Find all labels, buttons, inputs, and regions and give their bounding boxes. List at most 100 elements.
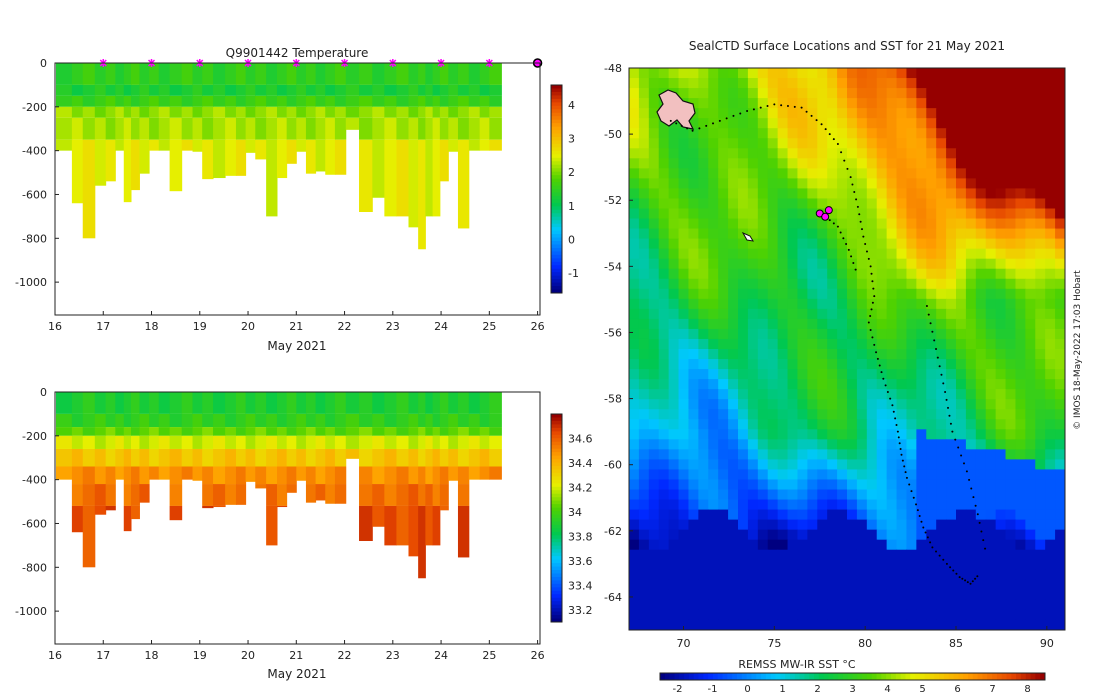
sst-cell (916, 409, 927, 420)
salinity-cell (123, 505, 132, 532)
sst-cell (728, 509, 739, 521)
sst-cell (747, 429, 759, 440)
sst-cell (668, 519, 680, 531)
sst-cell (837, 118, 848, 129)
sst-cell (638, 128, 650, 139)
sst-cell (837, 519, 848, 531)
sst-cell (777, 429, 789, 440)
sst-cell (1025, 328, 1036, 340)
sst-cell (995, 258, 1007, 270)
sst-cell (1005, 389, 1017, 400)
salinity-cell (315, 448, 326, 467)
temperature-colorbar-segment (551, 247, 562, 252)
sst-cell (629, 338, 640, 350)
sst-cell (886, 429, 898, 440)
sst-cell (896, 258, 908, 270)
sst-cell (738, 399, 749, 410)
sst-cell (847, 449, 858, 460)
sst-cell (629, 349, 640, 360)
sst-cell (718, 469, 729, 481)
sst-cell (718, 118, 729, 129)
sst-cell (807, 399, 818, 410)
temperature-cell (432, 106, 441, 118)
sst-cell (648, 589, 660, 601)
sst-cell (1045, 389, 1056, 400)
sst-cell (906, 338, 917, 350)
sst-cell (866, 68, 878, 79)
sst-cell (1005, 148, 1017, 159)
sst-cell (678, 519, 690, 531)
salinity-cell (384, 448, 397, 467)
sst-cell (856, 359, 868, 370)
sst-cell (876, 399, 888, 410)
sst-cell (956, 278, 967, 290)
sst-cell (837, 268, 848, 280)
sst-cell (876, 98, 888, 109)
sst-cell (886, 248, 898, 260)
sst-cell (1025, 258, 1036, 270)
sst-cell (757, 489, 769, 501)
temperature-colorbar-segment (551, 175, 562, 180)
salinity-cell (225, 484, 237, 505)
sst-cell (817, 509, 828, 521)
sst-cell (946, 499, 957, 511)
sst-cell (738, 449, 749, 460)
temperature-cell (425, 84, 434, 96)
sst-cell (946, 379, 957, 390)
sst-cell (807, 288, 818, 300)
sst-cell (936, 509, 947, 521)
sst-colorbar-segment (1006, 673, 1012, 680)
temperature-cell (315, 139, 326, 172)
sst-cell (876, 509, 888, 521)
sst-cell (629, 489, 640, 501)
sst-cell (926, 449, 937, 460)
sst-cell (718, 349, 729, 360)
sst-cell (629, 78, 640, 89)
sst-cell (906, 479, 917, 491)
sst-cell (757, 449, 769, 460)
sst-cell (718, 509, 729, 521)
salinity-cell (489, 392, 502, 414)
sst-cell (946, 409, 957, 420)
temperature-cell (286, 95, 297, 107)
sst-cell (807, 198, 818, 210)
sst-cell (668, 539, 680, 551)
salinity-cell (82, 392, 96, 414)
sst-cell (678, 389, 690, 400)
track-point (869, 314, 872, 317)
sst-cell (856, 198, 868, 210)
sst-cell (688, 148, 699, 159)
sst-cell (837, 379, 848, 390)
sst-cell (906, 539, 917, 551)
sst-cell (817, 559, 828, 571)
sst-colorbar-segment (881, 673, 887, 680)
track-point (957, 446, 960, 449)
sst-cell (886, 539, 898, 551)
temperature-colorbar-segment (551, 95, 562, 100)
temperature-cell (149, 139, 160, 151)
sst-cell (629, 308, 640, 320)
sst-cell (965, 328, 977, 340)
salinity-cell (396, 466, 409, 485)
sst-cell (718, 328, 729, 340)
salinity-cell (82, 448, 96, 467)
salinity-cell (489, 448, 502, 467)
sst-cell (1055, 258, 1065, 270)
sst-cell (688, 609, 699, 621)
salinity-cell (384, 413, 397, 428)
sst-cell (906, 308, 917, 320)
sst-cell (965, 489, 977, 501)
sst-cell (1025, 298, 1036, 310)
sst-cell (1055, 168, 1065, 179)
sst-cell (916, 579, 927, 591)
sst-cell (718, 569, 729, 581)
sst-cell (1025, 619, 1036, 630)
sst-cell (886, 328, 898, 340)
sst-cell (1035, 479, 1046, 491)
sst-cell (1005, 88, 1017, 99)
sst-cell (658, 419, 670, 430)
sst-cell (708, 419, 719, 430)
sst-cell (965, 138, 977, 149)
sst-cell (747, 308, 759, 320)
sst-cell (995, 228, 1007, 240)
